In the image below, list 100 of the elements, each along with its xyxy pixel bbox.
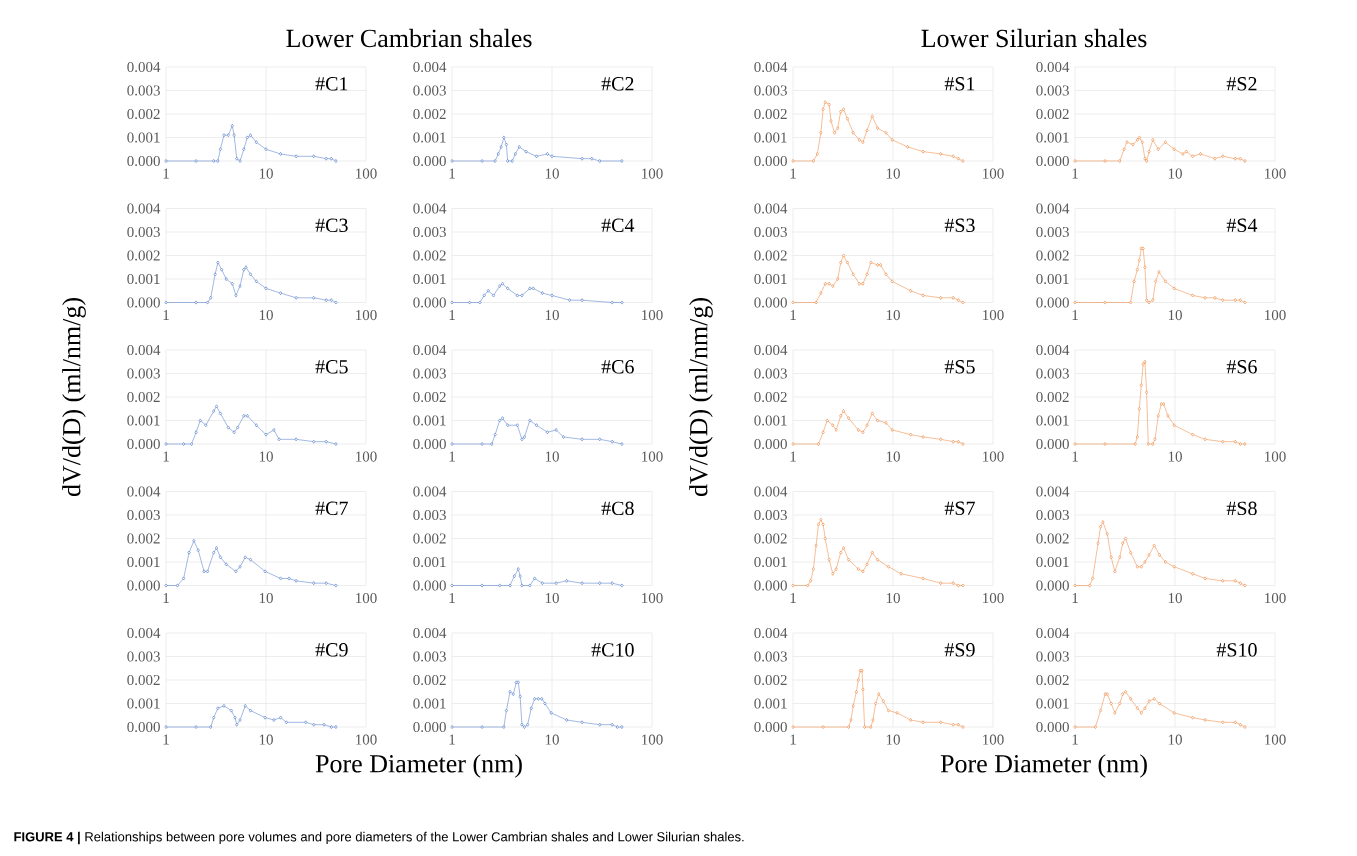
y-tick-label: 0.000 — [127, 580, 160, 591]
x-tick-label: 100 — [642, 310, 663, 321]
y-tick-label: 0.002 — [1036, 250, 1069, 261]
x-tick-label: 100 — [642, 168, 663, 179]
y-tick-label: 0.004 — [413, 344, 447, 356]
x-tick-label: 1 — [790, 593, 796, 603]
y-tick-label: 0.003 — [413, 368, 446, 379]
x-tick-label: 100 — [356, 593, 377, 604]
y-tick-label: 0.003 — [754, 509, 787, 521]
y-axis-title: dV/d(D) (ml/nm/g) — [689, 298, 713, 497]
y-tick-label: 0.000 — [127, 721, 160, 733]
y-tick-label: 0.004 — [1036, 61, 1070, 73]
y-tick-label: 0.004 — [127, 203, 161, 214]
y-tick-label: 0.003 — [754, 85, 787, 96]
annotation: #C1 — [315, 77, 348, 91]
x-tick-label: 100 — [983, 168, 1004, 179]
x-tick-label: 1 — [449, 168, 455, 179]
x-tick-label: 100 — [1265, 310, 1286, 321]
x-tick-label: 10 — [886, 310, 900, 321]
annotation: #C5 — [315, 360, 348, 374]
x-tick-label: 1 — [790, 310, 796, 320]
y-tick-label: 0.001 — [754, 273, 787, 285]
x-tick-label: 100 — [1265, 451, 1286, 462]
y-tick-label: 0.000 — [754, 155, 787, 167]
x-tick-label: 1 — [1072, 310, 1078, 320]
y-tick-label: 0.001 — [754, 132, 787, 143]
y-tick-label: 0.002 — [413, 674, 446, 686]
x-tick-label: 10 — [259, 168, 273, 179]
x-tick-label: 10 — [545, 593, 559, 604]
x-tick-label: 10 — [259, 593, 273, 604]
y-tick-label: 0.002 — [127, 674, 160, 686]
y-tick-label: 0.001 — [413, 132, 446, 143]
x-tick-label: 10 — [545, 734, 559, 745]
y-tick-label: 0.000 — [413, 438, 446, 450]
x-tick-label: 10 — [545, 451, 559, 462]
y-tick-label: 0.002 — [1036, 674, 1069, 686]
y-tick-label: 0.002 — [1036, 108, 1069, 120]
y-tick-label: 0.001 — [127, 415, 160, 426]
y-tick-label: 0.003 — [754, 368, 787, 379]
x-tick-label: 10 — [886, 168, 900, 179]
y-tick-label: 0.001 — [413, 556, 446, 568]
x-tick-label: 100 — [983, 593, 1004, 604]
y-tick-label: 0.004 — [413, 627, 447, 639]
annotation: #C9 — [315, 643, 348, 657]
y-tick-label: 0.003 — [754, 651, 787, 662]
y-tick-label: 0.000 — [127, 155, 160, 167]
annotation: #S8 — [1226, 501, 1257, 516]
x-tick-label: 10 — [1168, 168, 1182, 179]
x-tick-label: 10 — [259, 734, 273, 745]
x-tick-label: 1 — [1072, 734, 1078, 745]
x-tick-label: 10 — [1168, 734, 1182, 745]
x-tick-label: 100 — [356, 168, 377, 179]
y-tick-label: 0.002 — [754, 533, 787, 544]
y-tick-label: 0.003 — [413, 651, 446, 662]
y-tick-label: 0.002 — [413, 533, 446, 544]
x-tick-label: 1 — [449, 734, 455, 745]
y-tick-label: 0.004 — [127, 61, 161, 73]
x-tick-label: 1 — [163, 168, 169, 179]
y-tick-label: 0.002 — [754, 250, 787, 261]
y-tick-label: 0.002 — [1036, 533, 1069, 544]
y-tick-label: 0.004 — [754, 486, 788, 497]
y-tick-label: 0.003 — [1036, 368, 1069, 379]
annotation: #C8 — [601, 501, 634, 516]
x-tick-label: 100 — [356, 310, 377, 321]
y-tick-label: 0.004 — [127, 344, 161, 356]
y-tick-label: 0.000 — [754, 721, 787, 733]
y-tick-label: 0.000 — [1036, 438, 1069, 450]
x-tick-label: 100 — [356, 451, 377, 462]
x-tick-label: 10 — [1168, 451, 1182, 462]
annotation: #S1 — [944, 77, 975, 91]
x-tick-label: 10 — [1168, 310, 1182, 321]
y-tick-label: 0.004 — [413, 203, 447, 214]
x-tick-label: 1 — [163, 310, 169, 320]
y-tick-label: 0.000 — [413, 297, 446, 308]
annotation: #S9 — [944, 643, 975, 657]
x-tick-label: 100 — [642, 593, 663, 604]
y-tick-label: 0.004 — [1036, 627, 1070, 639]
x-tick-label: 10 — [886, 593, 900, 604]
x-tick-label: 10 — [259, 451, 273, 462]
x-tick-label: 1 — [449, 593, 455, 603]
y-tick-label: 0.002 — [413, 250, 446, 261]
y-tick-label: 0.001 — [127, 132, 160, 143]
y-tick-label: 0.003 — [1036, 226, 1069, 238]
y-tick-label: 0.002 — [127, 533, 160, 544]
x-tick-label: 100 — [356, 734, 377, 745]
x-tick-label: 1 — [790, 734, 796, 745]
y-tick-label: 0.001 — [413, 415, 446, 426]
x-tick-label: 1 — [790, 451, 796, 462]
y-tick-label: 0.000 — [754, 438, 787, 450]
y-tick-label: 0.001 — [754, 556, 787, 568]
x-axis-title: Pore Diameter (nm) — [315, 754, 522, 778]
y-tick-label: 0.000 — [127, 438, 160, 450]
x-tick-label: 10 — [545, 310, 559, 321]
x-tick-label: 10 — [886, 734, 900, 745]
y-tick-label: 0.003 — [127, 368, 160, 379]
y-tick-label: 0.000 — [413, 580, 446, 591]
y-tick-label: 0.004 — [127, 486, 161, 497]
y-tick-label: 0.000 — [1036, 155, 1069, 167]
annotation: #C3 — [315, 218, 348, 233]
y-axis-title: dV/d(D) (ml/nm/g) — [62, 298, 86, 497]
